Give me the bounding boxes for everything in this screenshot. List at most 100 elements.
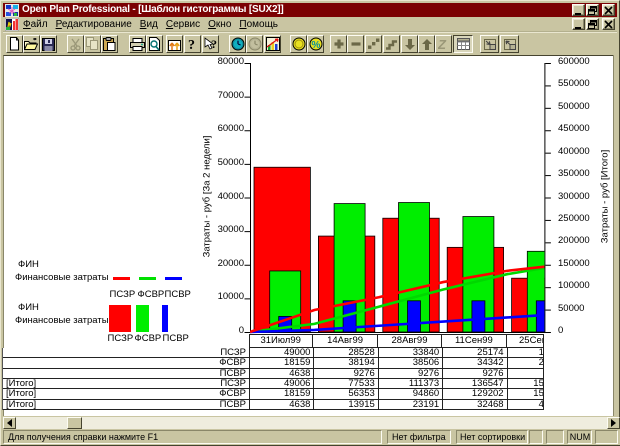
mdi-close-button[interactable] bbox=[602, 18, 615, 30]
toolbar-button-cost-coin[interactable] bbox=[290, 35, 307, 53]
table-row[interactable]: ПСВР46389276927692769276 bbox=[3, 368, 543, 379]
menu-item-редактирование[interactable]: Редактирование bbox=[55, 18, 132, 30]
scroll-left-button[interactable] bbox=[3, 417, 16, 429]
close-button[interactable] bbox=[602, 4, 615, 16]
toolbar-button-open-folder[interactable] bbox=[23, 35, 40, 53]
toolbar-button-paste-clipboard[interactable] bbox=[101, 35, 118, 53]
menu-bar: Файл Редактирование Вид Сервис Окно Помощь bbox=[3, 17, 617, 32]
title-bar[interactable]: Open Plan Professional - [Шаблон гистогр… bbox=[3, 3, 617, 17]
date-label: 25Сен99 bbox=[507, 335, 543, 347]
row-label-cell: ПСВР bbox=[3, 369, 250, 378]
table-row[interactable]: [Итого] ПСЗР4900677533111373136547152547 bbox=[3, 379, 543, 390]
table-value-cell: 9276 bbox=[506, 368, 543, 378]
menu-items: Файл Редактирование Вид Сервис Окно Помощь bbox=[23, 19, 286, 30]
status-filter: Нет фильтра bbox=[387, 430, 451, 444]
toolbar-button-export-arrows[interactable] bbox=[166, 35, 183, 53]
minimize-button[interactable] bbox=[572, 4, 585, 16]
toolbar-button-save-floppy[interactable] bbox=[40, 35, 57, 53]
table-value-cell: 38194 bbox=[313, 358, 378, 368]
toolbar-button-z-sort: Z bbox=[435, 35, 452, 53]
toolbar-button-arrow-up[interactable] bbox=[418, 35, 435, 53]
scroll-right-button[interactable] bbox=[607, 417, 620, 429]
menu-item-окно[interactable]: Окно bbox=[208, 18, 232, 30]
row-series-label: ФСВР bbox=[219, 388, 246, 400]
table-row[interactable]: [Итого] ФСВР181595635394860129202153202 bbox=[3, 388, 543, 400]
table-row[interactable]: ФСВР1815938194385063434224000 bbox=[3, 358, 543, 369]
row-series-label: ПСВР bbox=[219, 367, 246, 379]
status-message: Для получения справки нажмите F1 bbox=[3, 430, 382, 444]
row-label-cell: ФСВР bbox=[3, 358, 250, 367]
legend-bar-label: ПСЗР bbox=[107, 332, 134, 344]
table-value-cell: 77533 bbox=[313, 379, 378, 388]
horizontal-scrollbar[interactable] bbox=[3, 417, 620, 429]
toolbar-button-minus[interactable] bbox=[347, 35, 364, 53]
restore-button[interactable] bbox=[586, 4, 599, 16]
legend-line-subtitle: Финансовые затраты bbox=[15, 272, 109, 283]
table-value-cell: 18159 bbox=[249, 358, 314, 368]
x-axis-date-strip: 31Июл9914Авг9928Авг9911Сен9925Сен99 bbox=[249, 334, 544, 348]
toolbar-button-percent-coin[interactable]: % bbox=[307, 35, 324, 53]
toolbar-button-plus[interactable] bbox=[330, 35, 347, 53]
expand-corner-icon bbox=[503, 38, 517, 51]
menu-item-сервис[interactable]: Сервис bbox=[165, 18, 201, 30]
grid-view-icon bbox=[456, 37, 471, 51]
open-folder-icon bbox=[24, 37, 39, 51]
toolbar-button-print-preview[interactable] bbox=[146, 35, 163, 53]
context-help-icon: ? bbox=[204, 37, 218, 51]
legend-bar-label: ФСВР bbox=[134, 332, 162, 344]
toolbar-button-histogram-chart[interactable] bbox=[264, 35, 281, 53]
close-icon bbox=[604, 19, 613, 29]
toolbar-button-new-document[interactable] bbox=[6, 35, 23, 53]
mdi-restore-button[interactable] bbox=[586, 18, 599, 30]
row-series-label: ФСВР bbox=[219, 357, 246, 369]
svg-text:?: ? bbox=[211, 37, 217, 51]
legend-line-swatch-ФСВР bbox=[139, 276, 156, 280]
toolbar-button-shrink-corner[interactable] bbox=[480, 35, 499, 53]
status-sort: Нет сортировки bbox=[456, 430, 528, 444]
toolbar-button-print-printer[interactable] bbox=[129, 35, 146, 53]
legend-line-swatch-ПСВР bbox=[165, 276, 182, 280]
clock-disabled-icon bbox=[248, 37, 262, 51]
row-label-cell: [Итого] ПСВР bbox=[3, 400, 250, 409]
row-series-label: ПСЗР bbox=[220, 348, 246, 358]
table-value-cell: 94860 bbox=[377, 389, 443, 399]
table-value-cell: 32468 bbox=[442, 399, 507, 409]
scrollbar-thumb[interactable] bbox=[67, 417, 82, 429]
row-group-label: [Итого] bbox=[6, 398, 37, 410]
toolbar-button-nodes[interactable] bbox=[365, 35, 382, 53]
toolbar-button-time-clock[interactable] bbox=[229, 35, 246, 53]
table-row[interactable]: [Итого] ПСВР463813915231913246841744 bbox=[3, 399, 543, 410]
cumulative-line-ПСЗР bbox=[250, 265, 545, 334]
toolbar-button-help-question[interactable]: ? bbox=[184, 35, 201, 53]
arrow-up-icon bbox=[421, 38, 433, 51]
status-pane-empty-2 bbox=[546, 430, 564, 444]
table-value-cell: 16000 bbox=[506, 348, 543, 357]
legend-line-swatch-ПСЗР bbox=[113, 276, 130, 280]
table-value-cell: 153202 bbox=[506, 389, 543, 399]
percent-coin-icon: % bbox=[309, 37, 323, 51]
toolbar-button-grid-view[interactable] bbox=[453, 35, 473, 53]
legend-line-title: ФИН bbox=[18, 259, 39, 270]
mdi-minimize-button[interactable] bbox=[572, 18, 585, 30]
toolbar-button-cut-scissors bbox=[67, 35, 84, 53]
help-question-icon: ? bbox=[187, 37, 198, 51]
menu-item-вид[interactable]: Вид bbox=[139, 18, 158, 30]
left-axis-tick-label: 60000 bbox=[217, 123, 244, 135]
toolbar-button-steps[interactable] bbox=[383, 35, 400, 53]
table-value-cell: 34342 bbox=[442, 358, 507, 368]
legend-bar-swatch-ПСЗР bbox=[109, 305, 131, 332]
plus-icon bbox=[333, 38, 345, 50]
toolbar-button-context-help[interactable]: ? bbox=[202, 35, 219, 53]
table-row[interactable]: ПСЗР4900028528338402517416000 bbox=[3, 348, 543, 359]
legend-bar-swatch-ПСВР bbox=[161, 305, 168, 332]
toolbar-button-arrow-down[interactable] bbox=[401, 35, 418, 53]
right-axis-tick-label: 400000 bbox=[558, 145, 590, 157]
right-axis-tick-label: 450000 bbox=[558, 123, 590, 135]
menu-item-файл[interactable]: Файл bbox=[23, 18, 48, 30]
scroll-right-icon bbox=[611, 419, 616, 427]
menu-item-помощь[interactable]: Помощь bbox=[239, 18, 279, 30]
table-value-cell: 111373 bbox=[377, 379, 443, 388]
toolbar-button-expand-corner[interactable] bbox=[500, 35, 519, 53]
legend-line-label: ПСВР bbox=[164, 289, 191, 300]
scroll-left-icon bbox=[7, 419, 12, 427]
